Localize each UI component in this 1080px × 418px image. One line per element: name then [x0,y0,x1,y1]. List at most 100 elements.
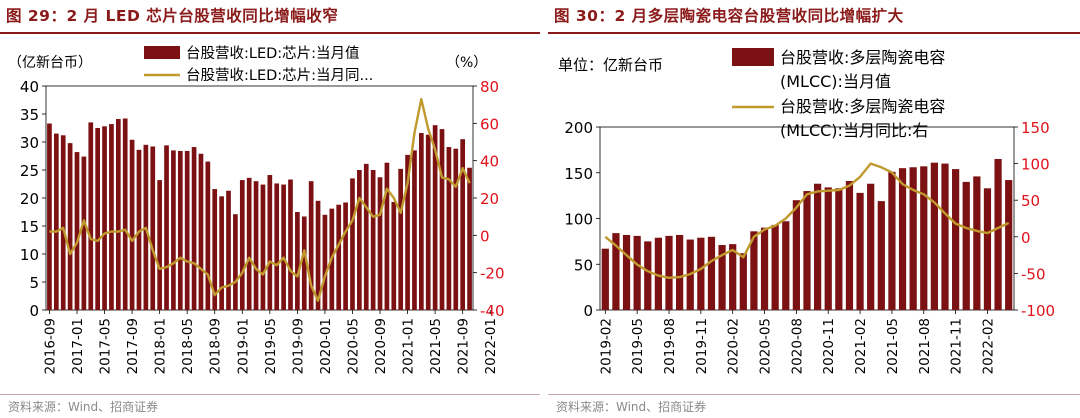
bar [962,181,970,310]
bar [301,216,307,310]
bar [350,178,355,310]
source-note: 资料来源：Wind、招商证券 [8,400,159,414]
bar [771,224,779,310]
bar [446,147,452,310]
bar [239,180,245,310]
left-tick-label: 10 [20,246,39,264]
x-tick-label: 2021-05 [885,318,901,374]
bottom-rule [0,394,540,395]
bar [102,126,107,310]
bar [226,190,231,310]
right-tick-label: 150 [1021,119,1050,137]
bar [315,200,321,310]
chart-panel-led: 图 29：2 月 LED 芯片台股营收同比增幅收窄 0 5 10 15 20 25 30 35… [0,7,540,414]
bar [920,166,928,310]
x-tick-label: 2017-01 [70,318,86,374]
bar [601,248,609,310]
x-tick-label: 2021-05 [428,318,444,374]
legend-swatch-bar [144,46,180,59]
bar [898,168,907,310]
bar [697,237,705,310]
bar [814,183,822,310]
right-tick-label: -100 [1021,302,1055,320]
x-tick-label: 2019-11 [694,318,710,374]
bar [750,231,758,310]
bar [729,244,737,310]
bar [622,234,631,310]
bar [60,135,66,310]
left-tick-label: 200 [564,119,593,137]
left-tick-label: 150 [564,165,593,183]
bar [909,167,917,310]
x-tick-label: 2019-05 [263,318,279,374]
x-tick-label: 2021-11 [949,318,965,374]
bar [246,177,252,310]
bar [439,129,445,310]
bar [288,179,293,310]
x-tick-label: 2019-01 [235,318,251,374]
left-axis-unit: 单位：亿新台币 [558,56,663,74]
right-tick-label: 0 [1021,229,1031,247]
right-tick-label: 40 [480,153,499,171]
bar [308,181,314,310]
source-note: 资料来源：Wind、招商证券 [556,400,707,414]
right-tick-label: 50 [1021,192,1040,210]
bar [835,188,843,310]
x-tick-label: 2017-09 [125,318,141,374]
bar [994,159,1002,310]
bar [803,191,811,310]
bar [612,233,620,310]
bar [760,227,769,310]
bar [184,150,190,310]
x-tick-label: 2021-09 [456,318,472,374]
x-tick-label: 2021-02 [853,318,869,374]
x-tick-label: 2021-08 [917,318,933,374]
bar [419,133,424,310]
bar [983,188,992,310]
x-tick-label: 2022-02 [980,318,996,374]
left-tick-label: 30 [20,134,39,152]
right-tick-label: 60 [480,115,499,133]
x-tick-label: 2019-02 [598,318,614,374]
right-tick-label: 100 [1021,156,1050,174]
left-tick-label: 25 [20,162,39,180]
bar [191,147,197,310]
left-tick-label: 15 [20,218,39,236]
bar [260,184,266,310]
bar [412,150,417,310]
bar [877,201,885,310]
bar [467,167,472,310]
x-tick-label: 2020-01 [318,318,334,374]
bar [425,134,431,310]
title-rule [548,32,1080,34]
bar [67,143,73,310]
legend-label: (MLCC):当月同比:右 [780,121,928,140]
bar [952,169,960,310]
bar [233,214,238,310]
bar [88,122,94,311]
bar [295,212,300,310]
legend-label: (MLCC):当月值 [780,72,891,91]
bar [205,161,211,310]
chart-panel-mlcc: 图 30：2 月多层陶瓷电容台股营收同比增幅扩大 0 50 100 150 200 -10… [548,0,1080,418]
bar [405,154,410,310]
line-series [49,97,471,302]
bar [676,234,684,310]
bar [122,118,128,310]
x-tick-label: 2020-05 [345,318,361,374]
bar [164,145,169,310]
right-tick-label: -20 [480,265,505,283]
bar [336,204,342,310]
left-tick-label: 20 [20,190,39,208]
bar [973,176,981,310]
bar [384,162,390,310]
legend-swatch-bar [732,48,774,66]
bar [322,214,328,310]
x-tick-label: 2018-01 [153,318,169,374]
legend-label: 台股营收:LED:芯片:当月值 [186,45,360,62]
bar [739,253,747,310]
bar [253,181,259,310]
bar [109,124,114,310]
bar [74,152,80,310]
bar [343,202,348,310]
